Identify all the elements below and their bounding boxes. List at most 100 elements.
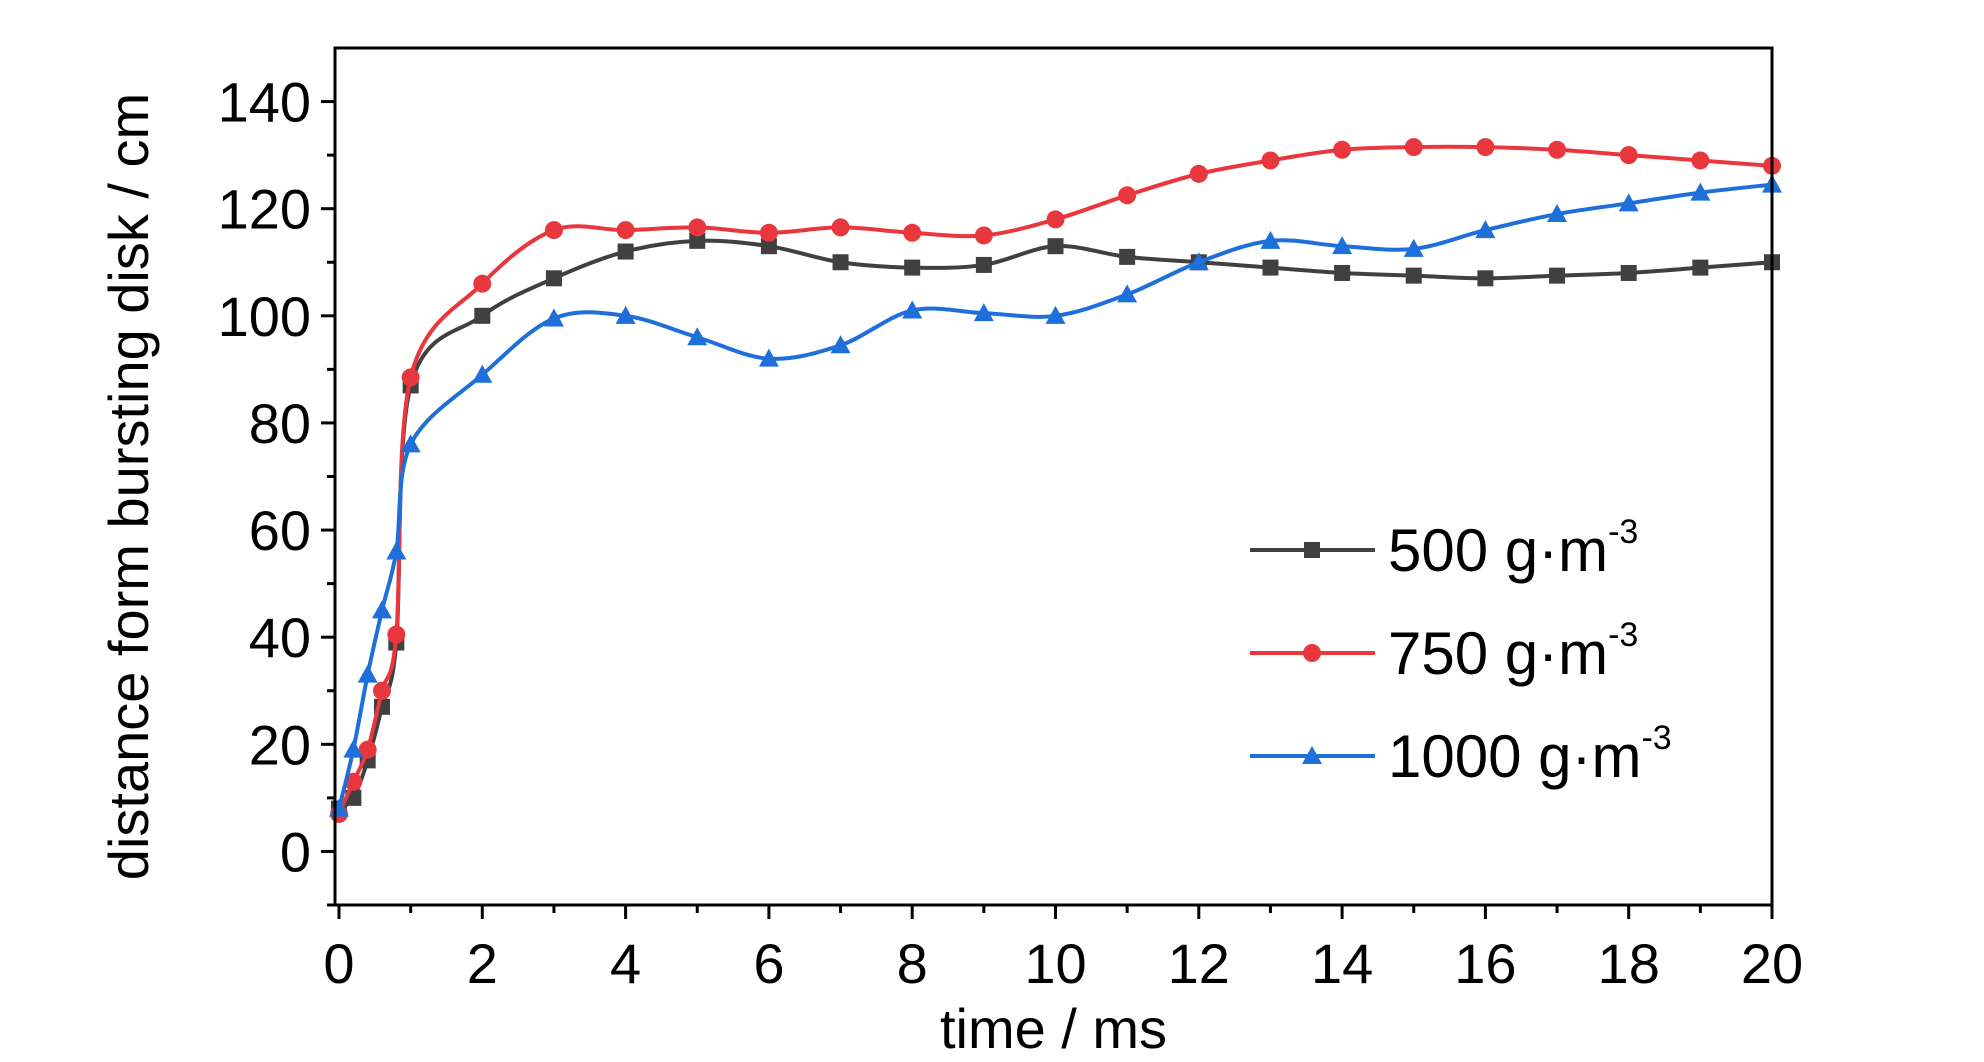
legend-item: 750 g·m-3: [1250, 616, 1638, 687]
data-point: [1334, 264, 1351, 281]
data-point: [401, 368, 420, 387]
ticks-layer: 0 2 4 6 8 10 12 14 16 18 20 0 20 40 60 80 100 120 140: [218, 71, 1804, 995]
data-point: [975, 256, 992, 273]
x-tick-label: 10: [1024, 932, 1086, 995]
data-point: [357, 664, 378, 683]
data-point: [1118, 186, 1137, 205]
legend-label: 500 g·m-3: [1388, 513, 1638, 584]
data-point: [545, 270, 562, 287]
data-point: [616, 221, 635, 240]
legend-label: 750 g·m-3: [1388, 616, 1638, 687]
x-tick-label: 8: [897, 932, 928, 995]
data-point: [830, 335, 851, 354]
data-point: [1261, 151, 1280, 170]
x-tick-label: 0: [323, 932, 354, 995]
x-tick-label: 20: [1741, 932, 1803, 995]
x-tick-label: 18: [1598, 932, 1660, 995]
x-tick-label: 14: [1311, 932, 1373, 995]
y-tick-label: 140: [218, 71, 311, 134]
y-tick-label: 100: [218, 285, 311, 348]
data-point: [544, 221, 563, 240]
data-point: [902, 300, 923, 319]
data-point: [372, 681, 391, 700]
data-point: [1549, 267, 1566, 284]
data-point: [758, 348, 779, 367]
y-tick-label: 60: [249, 499, 311, 562]
x-tick-label: 2: [467, 932, 498, 995]
data-point: [472, 364, 493, 383]
data-point: [1405, 267, 1422, 284]
data-point: [974, 226, 993, 245]
data-point: [387, 625, 406, 644]
data-point: [1262, 259, 1279, 276]
data-point: [1691, 151, 1710, 170]
data-point: [973, 303, 994, 322]
data-point: [1404, 138, 1423, 157]
x-tick-label: 12: [1168, 932, 1230, 995]
legend-label-text: 1000 g·m: [1388, 723, 1641, 790]
y-tick-label: 40: [249, 606, 311, 669]
data-point: [1119, 248, 1136, 265]
marks-layer: [329, 138, 1782, 823]
data-point: [904, 259, 921, 276]
data-point: [1047, 238, 1064, 255]
data-point: [1117, 284, 1138, 303]
data-point: [1476, 138, 1495, 157]
data-point: [1692, 259, 1709, 276]
x-tick-label: 4: [610, 932, 641, 995]
legend-marker: [1304, 542, 1320, 558]
legend-marker: [1303, 644, 1321, 662]
x-tick-label: 16: [1454, 932, 1516, 995]
data-point: [1260, 230, 1281, 249]
data-point: [1475, 220, 1496, 239]
legend-label-text: 750 g·m: [1388, 620, 1608, 687]
legend-item: 1000 g·m-3: [1250, 719, 1672, 790]
data-point: [1547, 204, 1568, 223]
data-point: [543, 308, 564, 327]
data-point: [903, 223, 922, 242]
x-axis-title: time / ms: [940, 997, 1167, 1060]
data-point: [615, 305, 636, 324]
legend-label: 1000 g·m-3: [1388, 719, 1672, 790]
data-point: [386, 541, 407, 560]
data-point: [617, 243, 634, 260]
data-point: [474, 307, 491, 324]
data-point: [1403, 238, 1424, 257]
data-point: [1333, 140, 1352, 159]
legend-item: 500 g·m-3: [1250, 513, 1638, 584]
data-point: [1620, 264, 1637, 281]
legend-label-superscript: -3: [1608, 513, 1638, 551]
data-point: [832, 254, 849, 271]
data-point: [1619, 146, 1638, 165]
data-point: [760, 238, 777, 255]
data-point: [831, 218, 850, 237]
data-point: [400, 434, 421, 453]
y-tick-label: 0: [280, 820, 311, 883]
data-point: [1046, 210, 1065, 229]
y-tick-label: 120: [218, 178, 311, 241]
data-point: [1045, 305, 1066, 324]
y-axis-title: distance form bursting disk / cm: [97, 93, 160, 880]
data-point: [473, 274, 492, 293]
legend-label-superscript: -3: [1608, 616, 1638, 654]
y-tick-label: 80: [249, 392, 311, 455]
data-point: [1690, 182, 1711, 201]
data-point: [1332, 236, 1353, 255]
data-point: [1618, 193, 1639, 212]
data-point: [687, 327, 708, 346]
data-point: [358, 740, 377, 759]
legend-label-text: 500 g·m: [1388, 517, 1608, 584]
data-point: [1477, 270, 1494, 287]
series-3: [329, 174, 1782, 817]
data-point: [688, 218, 707, 237]
data-point: [1188, 252, 1209, 271]
legend-label-superscript: -3: [1641, 719, 1671, 757]
data-point: [759, 223, 778, 242]
data-point: [1189, 164, 1208, 183]
data-point: [343, 739, 364, 758]
x-tick-label: 6: [753, 932, 784, 995]
data-point: [371, 600, 392, 619]
